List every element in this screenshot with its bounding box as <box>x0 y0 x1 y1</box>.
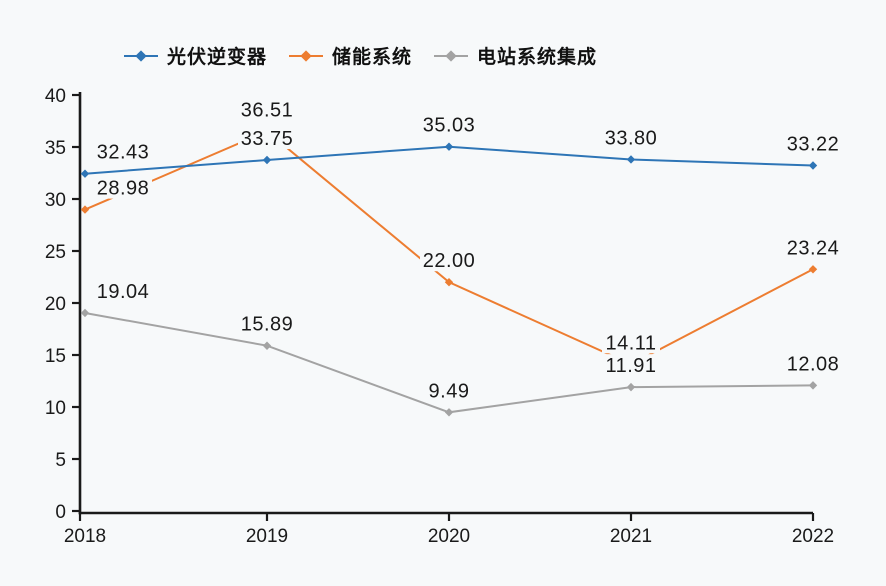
data-point-marker-0 <box>808 161 818 170</box>
y-tick-label: 25 <box>45 242 66 263</box>
data-label-bg <box>94 176 152 199</box>
legend-marker-station-integration <box>434 49 469 62</box>
data-label-1-2021: 14.11 <box>605 332 656 354</box>
data-point-marker-2 <box>80 308 90 318</box>
data-label-2-2018: 19.04 <box>97 281 150 303</box>
legend: 光伏逆变器 储能系统 电站系统集成 <box>124 42 597 69</box>
data-label-bg <box>420 249 478 272</box>
data-label-bg <box>238 98 296 121</box>
legend-label-energy-storage: 储能系统 <box>332 47 413 68</box>
x-tick-label: 2018 <box>64 526 106 547</box>
data-label-1-2019: 36.51 <box>241 99 294 121</box>
data-label-2-2022: 12.08 <box>787 353 840 375</box>
data-label-bg <box>420 113 478 136</box>
data-label-0-2018: 32.43 <box>97 142 150 164</box>
data-point-marker-1 <box>444 278 454 287</box>
diamond-marker-icon <box>300 49 312 62</box>
data-label-bg <box>784 352 842 375</box>
data-label-1-2018: 28.98 <box>97 178 150 200</box>
data-label-bg <box>784 236 842 259</box>
data-label-0-2019: 33.75 <box>241 128 294 150</box>
data-point-marker-2 <box>626 382 636 392</box>
data-label-bg <box>94 279 152 302</box>
data-label-0-2020: 35.03 <box>423 115 476 137</box>
data-label-bg <box>94 140 152 163</box>
diamond-marker-icon <box>445 49 457 62</box>
diamond-marker-icon <box>135 49 147 62</box>
y-tick-label: 15 <box>45 346 66 367</box>
data-point-marker-1 <box>80 205 90 214</box>
data-label-bg <box>425 379 473 402</box>
data-label-bg <box>602 331 660 354</box>
data-point-marker-0 <box>626 155 636 164</box>
data-point-marker-0 <box>262 155 272 165</box>
data-label-1-2022: 23.24 <box>787 237 840 259</box>
legend-item-pv-inverter: 光伏逆变器 <box>124 42 267 69</box>
data-label-2-2021: 11.91 <box>605 355 656 377</box>
x-tick-label: 2021 <box>610 526 652 547</box>
y-tick-label: 40 <box>45 86 66 107</box>
data-label-bg <box>602 126 660 149</box>
data-point-marker-0 <box>80 169 90 178</box>
y-tick-label: 5 <box>55 450 66 471</box>
data-label-2-2020: 9.49 <box>429 380 470 402</box>
data-point-marker-1 <box>808 265 818 274</box>
data-label-0-2022: 33.22 <box>787 134 840 156</box>
legend-label-pv-inverter: 光伏逆变器 <box>167 47 268 68</box>
y-tick-label: 10 <box>45 398 66 419</box>
data-label-bg <box>602 354 660 377</box>
data-label-bg <box>238 312 296 335</box>
data-point-marker-2 <box>444 408 454 417</box>
legend-marker-pv-inverter <box>124 49 158 62</box>
x-tick-label: 2020 <box>428 526 470 547</box>
x-tick-label: 2019 <box>246 526 288 547</box>
y-tick-label: 20 <box>45 294 66 315</box>
y-tick-label: 30 <box>45 190 66 211</box>
data-point-marker-2 <box>262 341 272 350</box>
data-label-1-2020: 22.00 <box>423 250 476 272</box>
legend-marker-energy-storage <box>289 49 324 62</box>
legend-item-energy-storage: 储能系统 <box>289 42 412 69</box>
x-tick-label: 2022 <box>792 526 834 547</box>
data-point-marker-0 <box>444 142 454 151</box>
data-label-bg <box>784 132 842 155</box>
data-point-marker-2 <box>808 381 818 390</box>
y-tick-label: 35 <box>45 138 66 159</box>
y-tick-label: 0 <box>55 502 66 523</box>
data-label-2-2019: 15.89 <box>241 314 294 336</box>
legend-label-station-integration: 电站系统集成 <box>477 47 598 68</box>
data-label-bg <box>238 127 296 149</box>
legend-item-station-integration: 电站系统集成 <box>434 42 597 69</box>
data-label-0-2021: 33.80 <box>605 127 658 149</box>
